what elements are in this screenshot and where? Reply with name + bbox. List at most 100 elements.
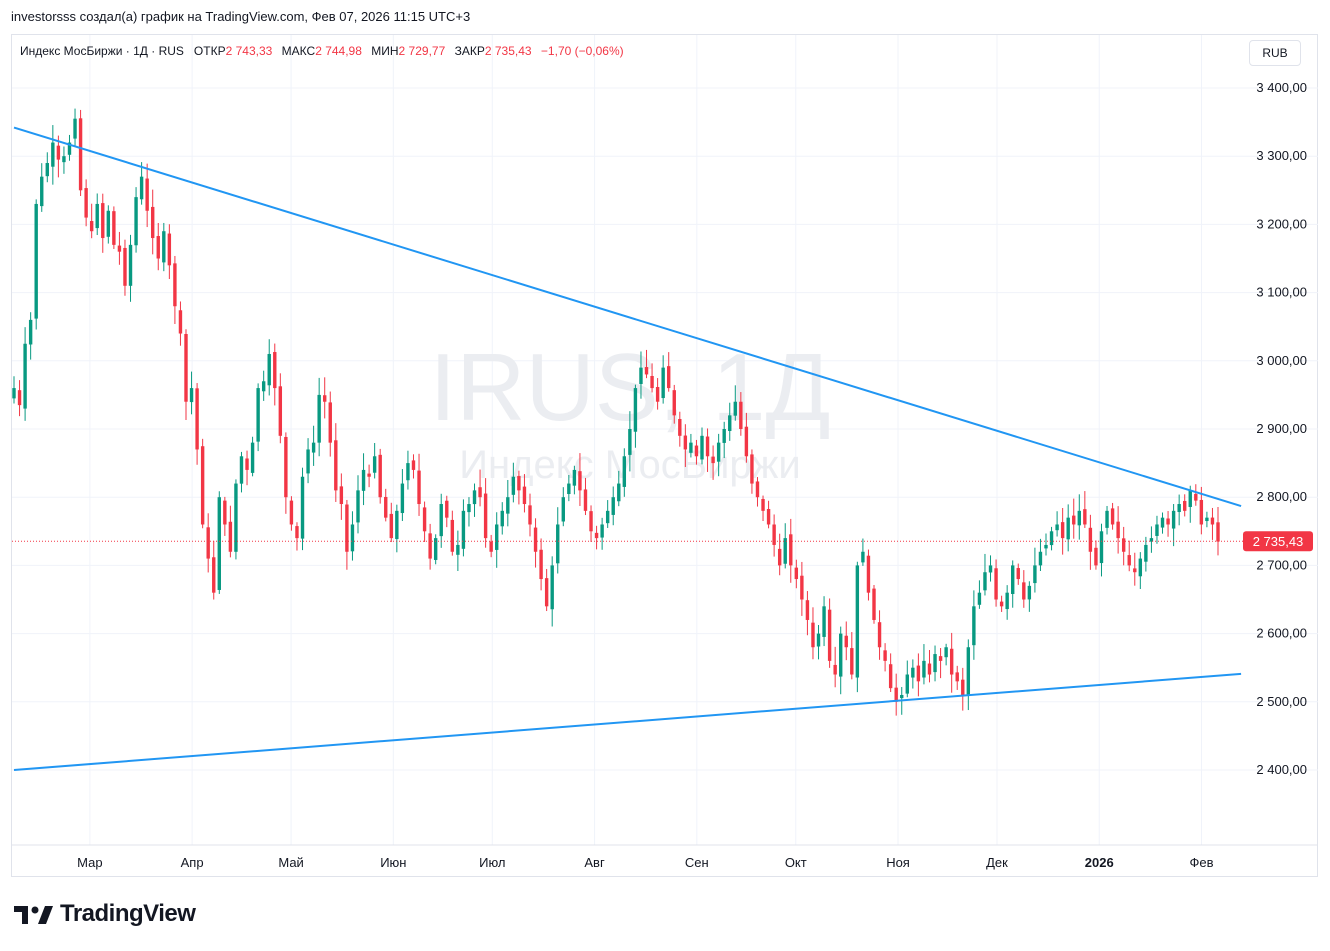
candle-body [267,353,271,386]
candle-body [56,145,61,160]
candle-body [655,387,660,402]
candle-body [639,367,643,385]
candle-body [123,247,127,286]
y-tick-label: 2 400,00 [1256,762,1307,777]
candle-body [417,470,421,505]
legend-change-value: −1,70 (−0,06%) [540,44,624,58]
candle-body [195,388,199,450]
candle-body [95,203,99,229]
y-tick-label: 3 400,00 [1256,80,1307,95]
candle-body [311,442,316,453]
candle-body [45,163,49,177]
candle-body [1210,517,1215,525]
legend-symbol[interactable]: Индекс МосБиржи · 1Д · RUS [20,44,184,58]
x-tick-label: Июл [479,855,505,870]
candle-body [478,487,482,498]
candle-body [844,635,848,648]
candle-body [106,210,111,237]
candle-body [711,456,715,464]
candle-body [367,473,371,477]
trendline[interactable] [13,126,1242,508]
candle-body [744,426,749,457]
candle-body [134,197,138,246]
candle-body [944,647,948,658]
tradingview-logo[interactable]: TradingView [14,900,196,928]
candle-body [794,567,799,580]
candle-body [1121,538,1126,552]
legend-open-label: ОТКР [193,44,226,58]
candle-body [966,647,971,695]
candle-body [178,310,183,334]
candle-body [589,511,593,532]
candles [12,108,1220,716]
candle-body [1033,565,1037,584]
candle-body [888,664,893,689]
candle-body [395,510,399,540]
candle-body [389,513,393,539]
candle-body [1149,538,1154,542]
y-tick-label: 2 900,00 [1256,421,1307,436]
trendline[interactable] [13,672,1242,771]
candle-body [866,555,871,593]
currency-button[interactable]: RUB [1249,40,1301,66]
candle-body [811,622,815,648]
tradingview-logo-icon [14,906,53,924]
candle-body [772,524,776,545]
candle-body [334,440,338,491]
candle-body [300,476,305,539]
candle-body [406,463,410,481]
candle-body [1116,521,1120,539]
candle-body [228,521,233,552]
candle-body [1088,527,1093,552]
x-tick-label: Сен [685,855,709,870]
candle-body [533,527,538,552]
y-tick-label: 3 300,00 [1256,148,1307,163]
candle-body [1022,582,1026,600]
candle-body [34,203,38,319]
y-tick-label: 2 700,00 [1256,557,1307,572]
candle-body [117,245,122,252]
candle-body [1005,592,1009,610]
x-axis[interactable]: Мар Апр Май Июн Июл Авг Сен Окт Ноя Дек 2026 Фев [77,855,1213,870]
trendlines[interactable] [13,126,1242,771]
candle-body [101,203,105,239]
candle-body [972,606,976,646]
candle-body [1016,568,1020,580]
legend-close-label: ЗАКР [454,44,485,58]
candle-body [761,498,765,511]
x-tick-label: 2026 [1085,855,1114,870]
candle-body [822,606,826,637]
candle-body [128,244,133,286]
y-axis[interactable]: 3 400,00 3 300,00 3 200,00 3 100,00 3 000,00… [1256,80,1307,777]
candle-body [112,211,116,245]
tradingview-logo-text: TradingView [60,900,196,927]
candle-body [411,460,416,470]
candle-body [306,449,310,474]
candle-body [1138,558,1143,577]
candle-body [273,352,277,389]
candle-body [528,505,532,525]
candle-body [84,188,88,218]
candle-body [633,388,638,432]
candle-body [650,375,654,389]
y-tick-label: 3 200,00 [1256,216,1307,231]
x-tick-label: Фев [1189,855,1213,870]
candle-body [467,504,471,513]
candle-body [689,442,693,453]
candle-body [694,445,699,457]
candle-body [705,436,710,457]
candle-body [955,672,959,682]
candle-body [239,456,244,484]
candle-body [994,568,998,600]
candle-body [250,442,255,473]
candle-body [28,319,33,345]
candle-body [933,654,937,673]
candle-body [522,486,527,505]
candle-body [422,507,427,532]
candle-body [1044,544,1048,549]
candle-body [766,508,771,525]
candle-body [827,609,832,661]
legend-high-value: 2 744,98 [315,44,362,58]
candle-body [938,656,943,661]
